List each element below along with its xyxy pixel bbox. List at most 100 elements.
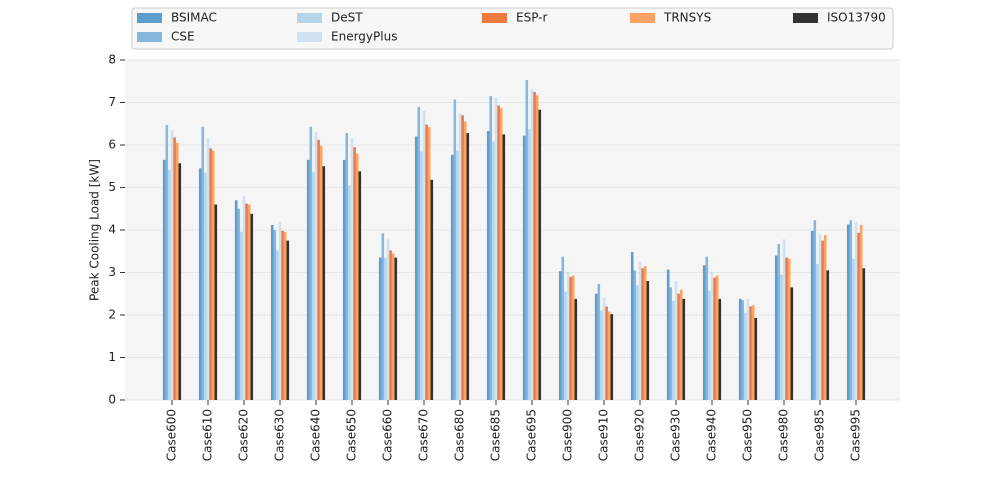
x-tick-label: Case680 <box>453 409 467 461</box>
bar <box>533 91 536 400</box>
bar <box>862 268 866 400</box>
bar <box>646 281 650 400</box>
x-tick-label: Case910 <box>597 409 611 461</box>
bar <box>162 159 166 400</box>
bar <box>854 222 858 400</box>
bar <box>422 111 426 400</box>
bar <box>198 168 202 400</box>
bar <box>777 244 781 400</box>
x-tick-label: Case920 <box>633 409 647 461</box>
bar <box>306 159 310 400</box>
bar <box>530 88 534 401</box>
bar <box>713 277 716 400</box>
bar <box>818 234 822 400</box>
bar <box>312 171 315 400</box>
legend-label: TRNSYS <box>663 11 711 25</box>
bar <box>381 233 385 400</box>
bar <box>597 283 601 400</box>
bar <box>276 250 279 400</box>
bar <box>630 252 634 400</box>
bar <box>677 293 680 400</box>
x-tick-label: Case650 <box>345 409 359 461</box>
x-tick-label: Case670 <box>417 409 431 461</box>
legend-swatch <box>793 13 818 23</box>
x-tick-label: Case600 <box>165 409 179 461</box>
x-tick-label: Case980 <box>777 409 791 461</box>
y-tick-label: 8 <box>108 53 116 67</box>
bar <box>790 287 794 400</box>
bar <box>594 293 598 400</box>
bar <box>348 185 351 400</box>
bar <box>641 268 644 400</box>
bar <box>245 203 248 400</box>
bar <box>754 317 758 400</box>
bar <box>605 306 608 400</box>
bar <box>317 139 320 400</box>
bar <box>849 220 853 400</box>
bar <box>708 290 711 400</box>
bar <box>738 298 742 400</box>
bar <box>821 240 824 400</box>
bar <box>718 298 722 400</box>
bar <box>466 133 470 400</box>
bar <box>486 130 490 400</box>
bar <box>744 312 747 400</box>
bar <box>350 138 354 400</box>
bar <box>528 129 531 400</box>
bar <box>561 256 565 400</box>
y-tick-label: 7 <box>108 95 116 109</box>
bar <box>600 310 603 400</box>
legend-label: ISO13790 <box>827 11 886 25</box>
x-tick-label: Case640 <box>309 409 323 461</box>
bar <box>710 271 714 400</box>
bar <box>749 306 752 400</box>
bar <box>165 125 169 401</box>
bar <box>355 153 359 400</box>
bar <box>250 213 254 400</box>
bar <box>175 142 179 400</box>
bar <box>846 224 850 400</box>
bar <box>715 275 719 400</box>
bar <box>859 224 863 400</box>
bar <box>384 257 387 400</box>
bar <box>450 154 454 400</box>
bar <box>394 257 398 400</box>
bar <box>823 235 827 400</box>
bar <box>810 230 814 400</box>
bar <box>813 220 817 400</box>
legend-swatch <box>482 13 507 23</box>
legend-swatch <box>630 13 655 23</box>
x-tick-label: Case985 <box>813 409 827 461</box>
x-tick-label: Case900 <box>561 409 575 461</box>
bar <box>564 291 567 400</box>
legend-label: BSIMAC <box>171 11 217 25</box>
bar <box>453 99 457 401</box>
bar <box>414 136 418 400</box>
bar <box>353 147 356 400</box>
bar <box>669 287 673 400</box>
x-tick-label: Case620 <box>237 409 251 461</box>
bar <box>610 314 614 400</box>
bar <box>494 97 498 401</box>
bar <box>674 281 678 400</box>
x-tick-label: Case685 <box>489 409 503 461</box>
bar <box>746 298 750 400</box>
bar <box>283 232 287 400</box>
bar <box>458 113 462 400</box>
x-tick-label: Case940 <box>705 409 719 461</box>
y-tick-label: 3 <box>108 265 116 279</box>
legend-label: EnergyPlus <box>331 30 397 44</box>
x-tick-label: Case995 <box>849 409 863 461</box>
bar <box>785 257 788 400</box>
bar <box>273 230 277 400</box>
bar <box>425 124 428 400</box>
bar <box>427 127 431 401</box>
bar <box>751 305 755 400</box>
bar <box>489 96 493 400</box>
bar <box>201 126 205 400</box>
y-tick-label: 6 <box>108 138 116 152</box>
bar <box>206 138 210 400</box>
bar <box>168 169 171 400</box>
bar <box>702 265 706 400</box>
